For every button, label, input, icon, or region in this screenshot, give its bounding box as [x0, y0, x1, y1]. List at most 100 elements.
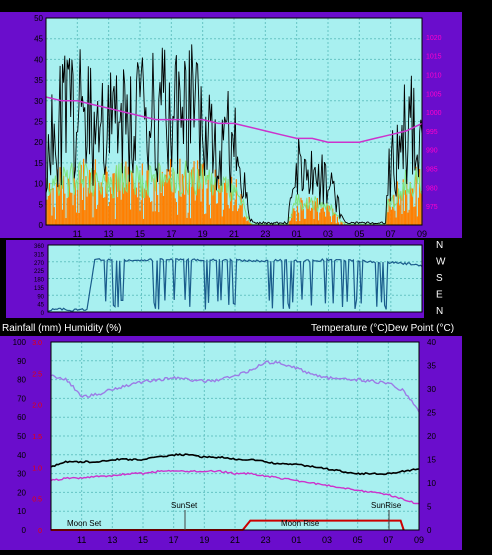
- direction-y-tick: 90: [37, 294, 44, 300]
- wind-y-tick: 25: [34, 118, 43, 127]
- wind-y-tick: 50: [34, 14, 43, 23]
- barometer-line: [45, 96, 423, 143]
- temperature-y-tick: 15: [427, 456, 436, 465]
- direction-y-tick: 180: [34, 278, 45, 284]
- humidity-y-tick: 50: [17, 432, 26, 441]
- header-barometer-label: Barometer (hpa): [370, 2, 443, 13]
- rain-y-tick: 1.0: [32, 465, 42, 472]
- temp-x-tick: 03: [322, 535, 332, 545]
- wind-x-tick: 17: [166, 229, 176, 239]
- direction-compass-label: W: [436, 257, 446, 268]
- wind-x-tick: 01: [292, 229, 302, 239]
- temperature-y-tick: 20: [427, 432, 436, 441]
- direction-y-tick: 45: [37, 303, 44, 309]
- temp-x-tick: 23: [261, 535, 271, 545]
- wind-y-tick: 15: [34, 159, 43, 168]
- wind-y-tick: 5: [39, 200, 44, 209]
- temp-x-tick: 17: [169, 535, 179, 545]
- wind-x-tick: 23: [260, 229, 270, 239]
- temp-x-tick: 13: [107, 535, 117, 545]
- header-graph-title: 24 hour graph day : 15 August 2017: [172, 2, 331, 13]
- temperature-y-tick: 10: [427, 479, 436, 488]
- temp-x-tick: 19: [199, 535, 209, 545]
- rain-y-tick: 3.0: [32, 340, 42, 347]
- temp-x-tick: 01: [291, 535, 301, 545]
- wind-lull-line: [45, 159, 423, 226]
- temperature-y-tick: 30: [427, 385, 436, 394]
- wind-direction-line: [47, 257, 423, 313]
- panel-direction-grid: [48, 245, 423, 312]
- wind-y-tick: 40: [34, 55, 43, 64]
- barometer-y-tick: 995: [426, 129, 438, 136]
- temperature-y-tick: 35: [427, 362, 436, 371]
- wind-x-tick: 11: [73, 229, 82, 239]
- humidity-y-tick: 0: [22, 526, 27, 535]
- temp-x-tick: 11: [77, 535, 86, 545]
- rain-y-tick: 1.5: [32, 434, 42, 441]
- moon-set-label: Moon Set: [67, 519, 102, 528]
- panel-temp-axes: 010203040506070809010000.51.01.52.02.53.…: [13, 338, 437, 545]
- direction-y-tick: 315: [34, 252, 45, 258]
- barometer-y-tick: 1020: [426, 35, 442, 42]
- wind-y-tick: 45: [34, 35, 43, 44]
- dew-point-line: [50, 469, 420, 505]
- wind-x-tick: 09: [417, 229, 427, 239]
- barometer-y-tick: 1015: [426, 54, 442, 61]
- wind-x-tick: 21: [229, 229, 239, 239]
- rain-y-tick: 2.0: [32, 403, 42, 410]
- direction-y-tick: 270: [34, 261, 45, 267]
- temp-x-tick: 21: [230, 535, 240, 545]
- direction-compass-label: N: [436, 306, 443, 317]
- temp-x-tick: 05: [353, 535, 363, 545]
- wind-x-tick: 19: [198, 229, 208, 239]
- humidity-y-tick: 80: [17, 376, 26, 385]
- temperature-y-tick: 40: [427, 338, 436, 347]
- direction-y-tick: 225: [34, 269, 45, 275]
- panel-direction-series: [47, 257, 423, 313]
- direction-compass-label: N: [436, 240, 443, 251]
- wind-x-tick: 05: [354, 229, 364, 239]
- barometer-y-tick: 985: [426, 167, 438, 174]
- barometer-y-tick: 1010: [426, 72, 442, 79]
- barometer-y-tick: 990: [426, 148, 438, 155]
- wind-x-tick: 15: [135, 229, 145, 239]
- humidity-y-tick: 100: [13, 338, 27, 347]
- humidity-y-tick: 10: [17, 507, 26, 516]
- rain-y-tick: 0: [38, 528, 42, 535]
- direction-y-tick: 135: [34, 286, 45, 292]
- mid-header-right: Temperature (°C)Dew Point (°C): [311, 323, 454, 334]
- wind-x-tick: 03: [323, 229, 333, 239]
- sunset-label: SunSet: [171, 501, 198, 510]
- wind-y-tick: 30: [34, 97, 43, 106]
- humidity-y-tick: 90: [17, 357, 26, 366]
- temp-x-tick: 07: [383, 535, 393, 545]
- direction-compass-label: E: [436, 290, 443, 301]
- humidity-y-tick: 20: [17, 488, 26, 497]
- wind-x-tick: 13: [104, 229, 114, 239]
- wind-y-tick: 20: [34, 138, 43, 147]
- wind-y-tick: 35: [34, 76, 43, 85]
- rain-y-tick: 0.5: [32, 497, 42, 504]
- wind-y-tick: 10: [34, 180, 43, 189]
- mid-header-left: Rainfall (mm) Humidity (%): [2, 323, 121, 334]
- humidity-line: [50, 360, 420, 413]
- temperature-y-tick: 5: [427, 503, 432, 512]
- wind-x-tick: 07: [386, 229, 396, 239]
- panel-wind-axes: 0510152025303540455097598098599099510001…: [34, 14, 442, 239]
- temp-x-tick: 09: [414, 535, 424, 545]
- direction-y-tick: 360: [34, 244, 45, 250]
- humidity-y-tick: 40: [17, 451, 26, 460]
- temperature-y-tick: 0: [427, 526, 432, 535]
- temp-plot-border: [50, 341, 420, 531]
- barometer-y-tick: 975: [426, 204, 438, 211]
- wind-y-tick: 0: [39, 221, 44, 230]
- barometer-y-tick: 1005: [426, 91, 442, 98]
- rain-y-tick: 2.5: [32, 371, 42, 378]
- barometer-y-tick: 1000: [426, 110, 442, 117]
- humidity-y-tick: 70: [17, 394, 26, 403]
- direction-plot-border: [47, 244, 423, 313]
- humidity-y-tick: 30: [17, 470, 26, 479]
- barometer-y-tick: 980: [426, 185, 438, 192]
- direction-y-tick: 0: [41, 311, 45, 317]
